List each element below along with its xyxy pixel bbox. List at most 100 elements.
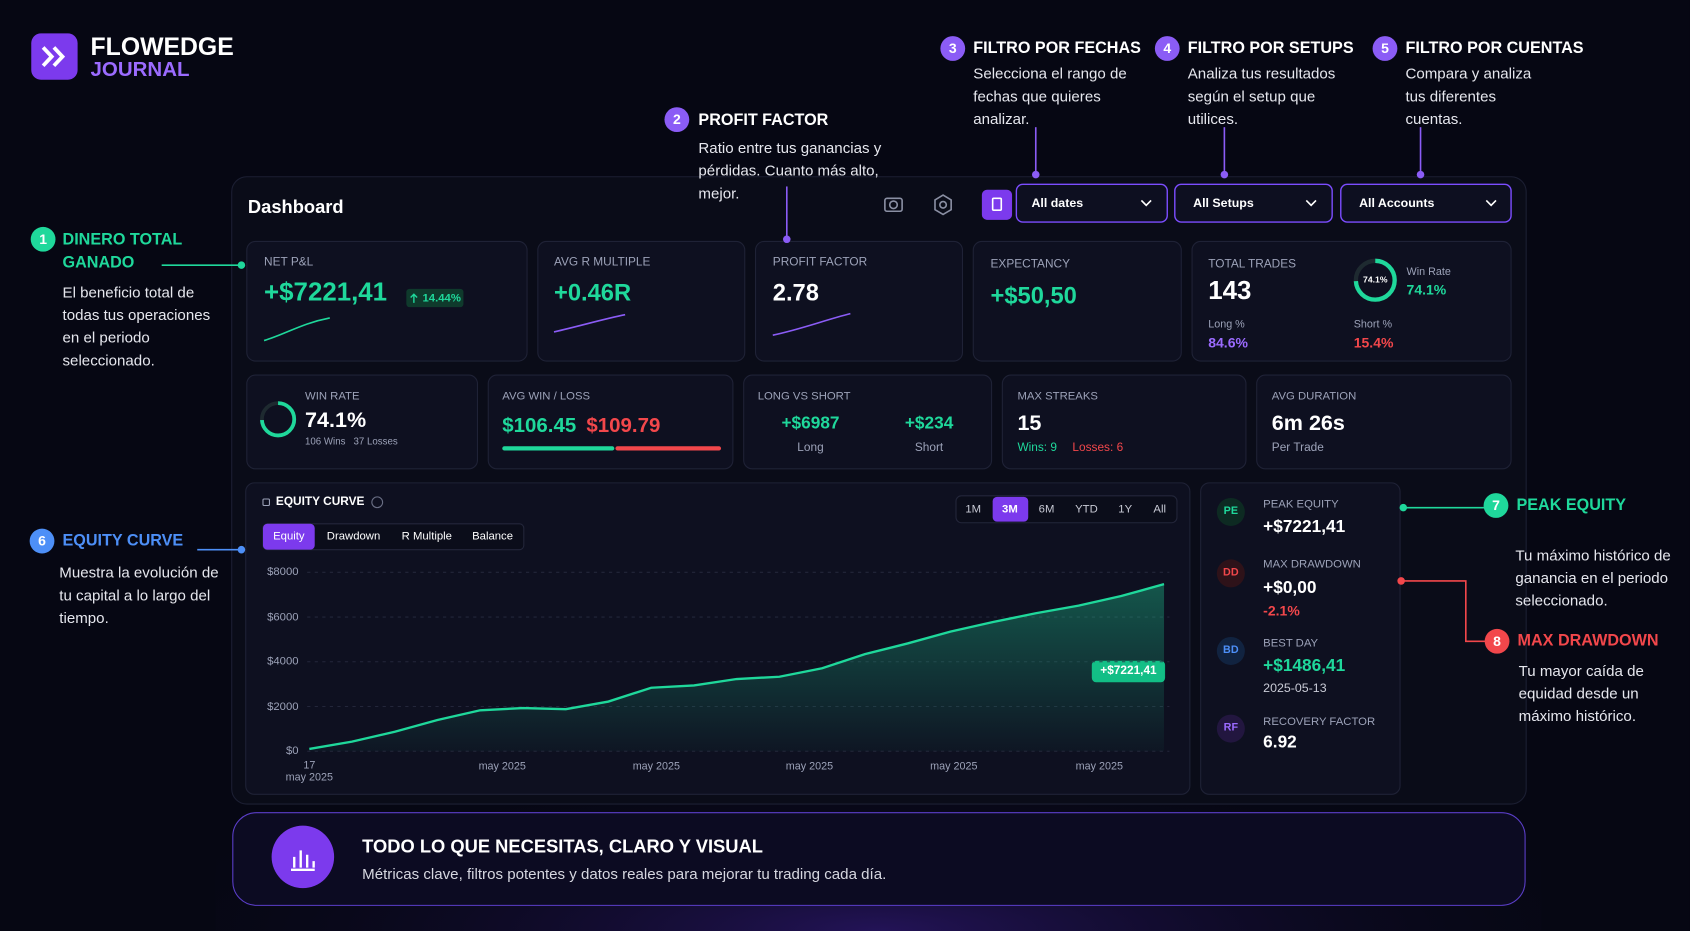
y-tick-label: $8000 — [267, 565, 299, 579]
summary-value: 6.92 — [1263, 733, 1297, 752]
callout-circle — [664, 107, 690, 133]
tab[interactable]: Equity — [273, 529, 305, 543]
callout-text: Muestra la evolución de tu capital a lo … — [59, 563, 219, 627]
card — [743, 374, 993, 470]
metric-value: 15.4% — [1353, 334, 1394, 351]
metric-value: 2.78 — [772, 278, 819, 306]
metric-value: +$50,50 — [990, 282, 1077, 310]
range-button[interactable]: YTD — [1075, 503, 1098, 516]
sparkline — [263, 317, 330, 342]
stat-label: LONG VS SHORT — [757, 389, 851, 403]
donut-label: 74.1% — [1363, 275, 1388, 285]
callout-text: Tu máximo histórico de ganancia en el pe… — [1515, 546, 1671, 609]
x-tick-label: may 2025 — [785, 760, 834, 773]
callout-circles — [29, 36, 1510, 654]
summary-value: +$7221,41 — [1263, 517, 1346, 537]
donut-arc — [1353, 258, 1397, 302]
footer-banner — [232, 812, 1526, 906]
filter-dates[interactable] — [1015, 183, 1168, 223]
connectors — [161, 127, 1486, 643]
filter-setups[interactable] — [1174, 183, 1333, 223]
range-active[interactable] — [992, 496, 1029, 522]
x-tick-label: may 2025 — [632, 760, 681, 773]
tab[interactable]: Drawdown — [326, 529, 381, 543]
tab[interactable]: R Multiple — [401, 529, 452, 543]
panel-title: EQUITY CURVE — [275, 495, 365, 509]
metric-label: Win Rate — [1406, 266, 1451, 279]
callout-number: 5 — [1381, 40, 1389, 57]
settings-icon[interactable] — [934, 194, 952, 216]
metric-label: TOTAL TRADES — [1208, 258, 1297, 271]
stat-note: Losses: 6 — [1072, 441, 1124, 455]
filters — [1015, 183, 1512, 223]
dot — [1416, 170, 1425, 179]
cards — [245, 240, 1512, 795]
summary-badge: BD — [1223, 644, 1239, 657]
filter-label[interactable]: All dates — [1031, 197, 1084, 211]
range-button[interactable]: All — [1153, 503, 1167, 516]
card — [537, 240, 746, 362]
metric-label: EXPECTANCY — [990, 258, 1071, 271]
filter-label[interactable]: All Setups — [1193, 197, 1254, 211]
callout-number: 1 — [39, 230, 48, 248]
equity-line — [309, 583, 1165, 751]
callout-title: MAX DRAWDOWN — [1517, 631, 1659, 650]
tab-active[interactable] — [262, 523, 315, 550]
stat-note: Per Trade — [1271, 441, 1324, 455]
range-button[interactable]: 3M — [1002, 503, 1018, 516]
stat-label: WIN RATE — [305, 389, 360, 403]
metric-value: 74.1% — [1406, 281, 1447, 298]
card — [246, 240, 528, 362]
metric-label: PROFIT FACTOR — [772, 255, 868, 269]
stat-note: Long — [797, 441, 824, 455]
summary-label: MAX DRAWDOWN — [1263, 557, 1361, 571]
y-tick-label: $2000 — [267, 699, 299, 713]
summary-label: PEAK EQUITY — [1263, 497, 1339, 511]
brand-name: FLOWEDGE — [90, 32, 234, 61]
donut-arc — [260, 401, 297, 438]
stat-label: AVG WIN / LOSS — [502, 389, 591, 403]
connector — [1401, 580, 1486, 643]
metric-value: 143 — [1208, 276, 1252, 306]
x-tick-label: may 2025 — [930, 760, 978, 773]
chevron — [1140, 199, 1152, 207]
callout-number: 2 — [672, 111, 681, 128]
badge-dd — [1216, 559, 1245, 588]
callout-text: Compara y analiza tus diferentes cuentas… — [1405, 64, 1532, 128]
callout-number: 6 — [38, 532, 46, 549]
summary-label: BEST DAY — [1263, 636, 1319, 650]
sparkline — [772, 312, 851, 336]
callout-text: Analiza tus resultados según el setup qu… — [1187, 64, 1336, 128]
range-button[interactable]: 6M — [1038, 503, 1055, 516]
callout-circle — [1154, 36, 1180, 61]
y-tick-label: $6000 — [267, 610, 299, 624]
callout-title: DINERO TOTAL GANADO — [62, 230, 182, 272]
metric-change: 14.44% — [422, 291, 461, 305]
settings-center — [939, 200, 948, 209]
callout-number: 4 — [1163, 40, 1172, 57]
equity-chart — [307, 571, 1170, 752]
callout-title: EQUITY CURVE — [62, 531, 184, 550]
badge-rf — [1216, 714, 1245, 743]
checkbox-icon — [262, 498, 270, 507]
filter-accounts[interactable] — [1340, 183, 1512, 223]
callout-circle — [30, 226, 56, 252]
dot — [1397, 577, 1405, 585]
dot — [237, 545, 246, 554]
range-button[interactable]: 1M — [965, 503, 982, 516]
callout-number: 7 — [1492, 497, 1500, 514]
calendar-button[interactable] — [981, 189, 1013, 220]
summary-value: +$1486,41 — [1263, 656, 1346, 676]
summary-panel — [1200, 482, 1401, 795]
camera-icon[interactable] — [884, 197, 903, 213]
card — [972, 240, 1182, 362]
card — [246, 374, 479, 470]
filter-label[interactable]: All Accounts — [1359, 197, 1435, 211]
tab[interactable]: Balance — [472, 529, 514, 543]
callout-title: PROFIT FACTOR — [698, 111, 829, 130]
footer-title: TODO LO QUE NECESITAS, CLARO Y VISUAL — [362, 836, 763, 857]
x-tick-label: may 2025 — [1075, 760, 1124, 773]
win-bar — [502, 446, 615, 451]
range-button[interactable]: 1Y — [1118, 503, 1133, 516]
